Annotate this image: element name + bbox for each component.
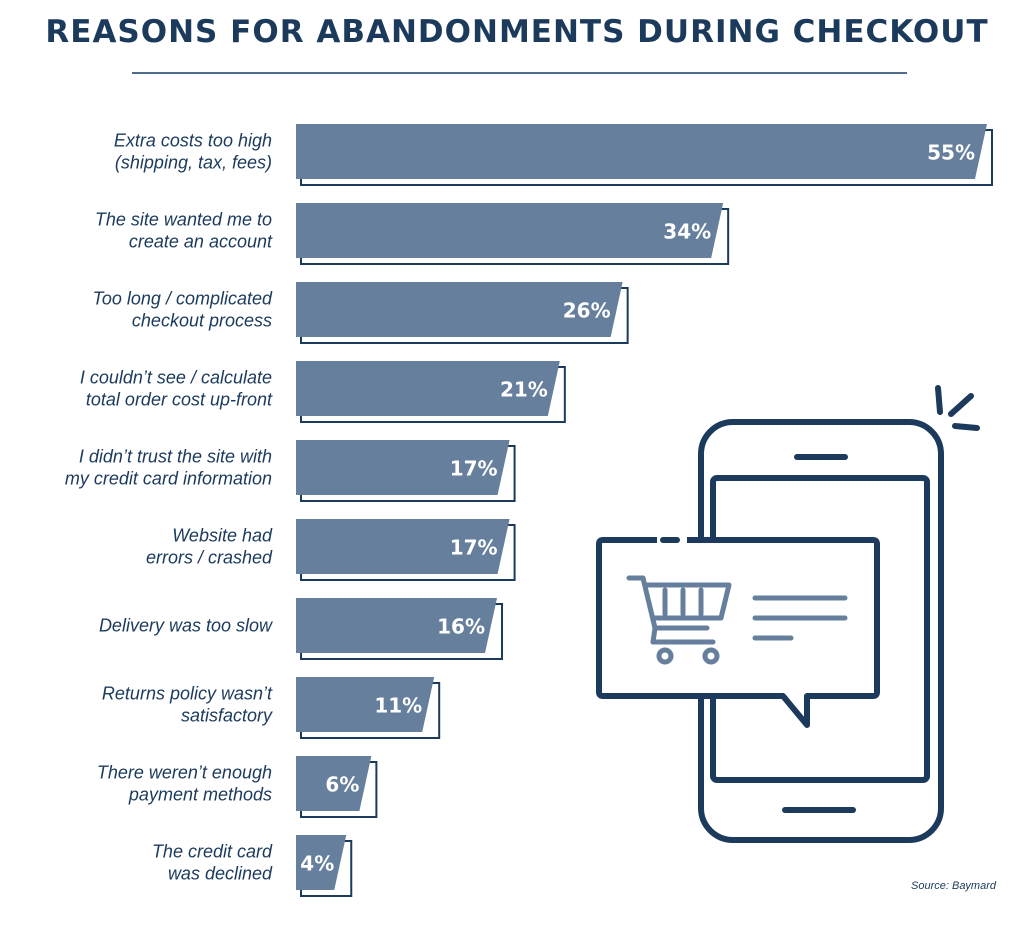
category-label: create an account (129, 232, 273, 252)
bar (296, 282, 623, 337)
smartphone-shopping-cart-icon (596, 385, 980, 843)
category-label: Website had (172, 526, 273, 546)
category-label: errors / crashed (146, 548, 273, 568)
value-label: 34% (663, 220, 711, 244)
category-label: payment methods (128, 785, 272, 805)
value-label: 16% (437, 615, 485, 639)
category-label: satisfactory (181, 706, 273, 726)
category-label: There weren’t enough (97, 763, 272, 783)
category-label: I didn’t trust the site with (79, 447, 272, 467)
value-label: 6% (325, 773, 359, 797)
value-label: 21% (500, 378, 548, 402)
value-label: 17% (450, 457, 498, 481)
bar (296, 124, 987, 179)
bar (296, 203, 724, 258)
category-label: was declined (168, 864, 273, 884)
category-label: checkout process (132, 311, 272, 331)
bar (296, 519, 510, 574)
bar (296, 598, 498, 653)
value-label: 11% (374, 694, 422, 718)
bar (296, 756, 372, 811)
title-divider (132, 72, 907, 74)
category-label: Extra costs too high (114, 131, 272, 151)
bar (296, 361, 560, 416)
category-label: Delivery was too slow (99, 616, 273, 636)
value-label: 17% (450, 536, 498, 560)
category-label: total order cost up-front (86, 390, 273, 410)
category-label: Returns policy wasn’t (102, 684, 273, 704)
category-label: (shipping, tax, fees) (115, 153, 272, 173)
category-label: Too long / complicated (93, 289, 273, 309)
value-label: 4% (300, 852, 334, 876)
bar (296, 440, 510, 495)
category-label: I couldn’t see / calculate (80, 368, 272, 388)
category-label: The site wanted me to (95, 210, 272, 230)
category-label: my credit card information (65, 469, 272, 489)
category-label: The credit card (152, 842, 273, 862)
source-note: Source: Baymard (911, 880, 996, 892)
bar (296, 677, 435, 732)
chart-title: REASONS FOR ABANDONMENTS DURING CHECKOUT (45, 14, 989, 50)
value-label: 55% (927, 141, 975, 165)
value-label: 26% (563, 299, 611, 323)
bar (296, 835, 347, 890)
